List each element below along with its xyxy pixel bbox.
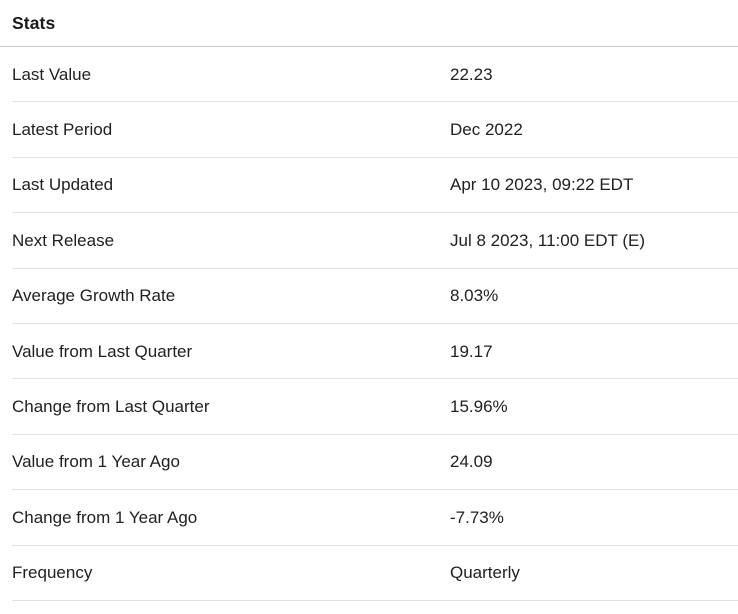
stat-value: 15.96% xyxy=(450,397,508,417)
stat-label: Latest Period xyxy=(12,120,113,140)
stats-table: Last Value 22.23 Latest Period Dec 2022 … xyxy=(0,47,738,602)
stat-value: 8.03% xyxy=(450,286,499,306)
stat-value: 24.09 xyxy=(450,452,493,472)
stat-value: Apr 10 2023, 09:22 EDT xyxy=(450,175,634,195)
table-row: Value from Last Quarter 19.17 xyxy=(0,324,738,380)
stat-label: Value from 1 Year Ago xyxy=(12,452,180,472)
table-row: Frequency Quarterly xyxy=(0,546,738,602)
table-row: Next Release Jul 8 2023, 11:00 EDT (E) xyxy=(0,213,738,269)
panel-title: Stats xyxy=(12,12,56,33)
stat-value: Quarterly xyxy=(450,563,520,583)
stat-value: 19.17 xyxy=(450,341,493,361)
stat-label: Next Release xyxy=(12,230,115,250)
table-row: Average Growth Rate 8.03% xyxy=(0,269,738,325)
stat-value: 22.23 xyxy=(450,64,493,84)
table-row: Last Value 22.23 xyxy=(0,47,738,103)
table-row: Change from Last Quarter 15.96% xyxy=(0,379,738,436)
table-row: Last Updated Apr 10 2023, 09:22 EDT xyxy=(0,158,738,214)
stat-label: Last Value xyxy=(12,64,92,84)
stat-label: Change from 1 Year Ago xyxy=(12,507,198,527)
stat-value: -7.73% xyxy=(450,507,504,527)
table-row: Change from 1 Year Ago -7.73% xyxy=(0,490,738,546)
table-row: Value from 1 Year Ago 24.09 xyxy=(0,435,738,491)
stat-value: Jul 8 2023, 11:00 EDT (E) xyxy=(450,230,645,250)
stat-label: Last Updated xyxy=(12,175,114,195)
stat-label: Value from Last Quarter xyxy=(12,341,193,361)
stat-value: Dec 2022 xyxy=(450,120,523,140)
stat-label: Change from Last Quarter xyxy=(12,397,210,417)
stat-label: Frequency xyxy=(12,563,93,583)
table-row: Latest Period Dec 2022 xyxy=(0,102,738,159)
stat-label: Average Growth Rate xyxy=(12,286,176,306)
stats-header: Stats xyxy=(0,0,738,47)
